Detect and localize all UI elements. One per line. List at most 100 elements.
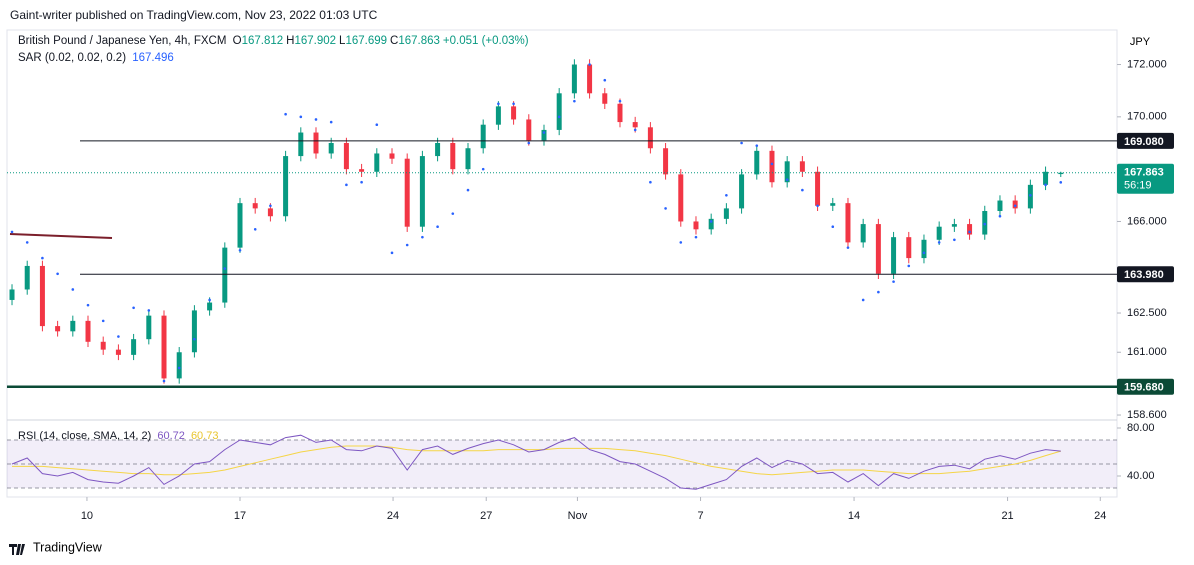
sar-dot [892,280,895,283]
candle-body [298,132,304,157]
candle-body [207,302,213,311]
level-label: 169.080 [1124,136,1164,148]
candle-body [936,226,942,240]
y-tick-label: 166.000 [1127,215,1167,227]
ohlc-value: 167.812 [241,35,284,47]
ohlc-value: 167.863 [398,35,440,47]
sar-dot [816,204,819,208]
candle-body [526,119,532,141]
candle-body [404,158,410,227]
last-price-label: 167.863 [1124,167,1164,179]
candle-body [541,129,547,141]
candle-body [283,156,289,217]
candle-body [632,122,638,128]
candle-body [860,224,866,243]
x-tick-label: 17 [234,510,246,522]
rsi-sma-value: 60.73 [190,430,219,442]
sar-dot [299,115,303,119]
rsi-name: RSI (14, close, SMA, 14, 2) [18,430,152,442]
candle-body [723,208,729,219]
candle-body [55,326,61,332]
x-tick-label: 21 [1001,510,1013,522]
sar-dot [527,141,531,145]
candle-body [39,265,45,327]
candle-body [9,289,15,300]
candle-body [495,106,501,125]
change: +0.051 (+0.03%) [442,35,529,47]
y-tick-label: 172.000 [1127,58,1167,70]
level-box [1117,378,1174,395]
sar-dot [1059,181,1063,184]
sar-value: 167.496 [132,52,174,64]
candle-body [252,203,258,209]
candle-body [754,150,760,175]
ohlc-label: L [339,35,346,47]
candle-body [1012,200,1018,209]
candle-body [799,161,805,172]
sar-dot [679,241,683,244]
candle-body [465,148,471,170]
candle-body [982,211,988,235]
sar-dot [573,99,576,103]
sar-dot [907,264,911,268]
sar-dot [436,225,439,229]
candle-body [951,224,957,227]
sar-dot [25,241,29,244]
candle-body [556,93,562,130]
sar-dot [390,251,394,255]
sar-dot [497,102,500,106]
candle-body [845,203,851,243]
sar-dot [983,222,987,226]
rsi-tick-label: 80.00 [1127,422,1155,434]
sar-dot [801,188,804,192]
candle-body [176,352,182,379]
x-tick-label: 14 [848,510,860,522]
candle-body [435,142,441,157]
candle-body [693,221,699,230]
x-tick-label: 24 [1094,510,1106,522]
candle-body [678,174,684,222]
sar-dot [725,194,728,197]
y-tick-label: 162.500 [1127,307,1167,319]
chart-frame [6,29,1118,498]
candle-body [267,208,273,217]
sar-dot [451,212,455,215]
candle-body [374,153,380,172]
level-label: 159.680 [1124,382,1164,394]
sar-dot [86,303,90,307]
candle-body [739,174,745,209]
sar-dot [512,102,515,106]
sar-dot [223,267,227,270]
candle-body [830,203,836,206]
sar-dot [557,115,561,119]
price-pane [9,59,1064,384]
candle-body [343,142,349,170]
sar-dot [770,162,774,166]
sar-dot [360,180,363,184]
sar-dot [421,235,424,239]
sar-dot [588,63,591,66]
sar-dot [694,235,698,239]
sar-dot [375,123,379,126]
sar-dot [481,167,485,171]
sar-dot [664,207,667,210]
ohlc-label: O [232,35,242,47]
candle-body [161,315,167,379]
x-tick-label: 7 [697,510,703,522]
sar-dot [846,246,850,249]
last-price-box [1117,163,1174,194]
candle-body [587,64,593,94]
sar-dot [968,230,971,234]
sar-name: SAR (0.02, 0.02, 0.2) [18,52,127,64]
sar-dot [405,243,409,247]
level-box [1117,132,1174,149]
x-tick-label: 24 [387,510,399,522]
sar-dot [10,230,14,234]
candle-body [875,224,881,274]
sar-dot [466,188,470,192]
ohlc-value: 167.902 [294,35,337,47]
sar-dot [208,298,211,302]
sar-dot [877,290,880,294]
